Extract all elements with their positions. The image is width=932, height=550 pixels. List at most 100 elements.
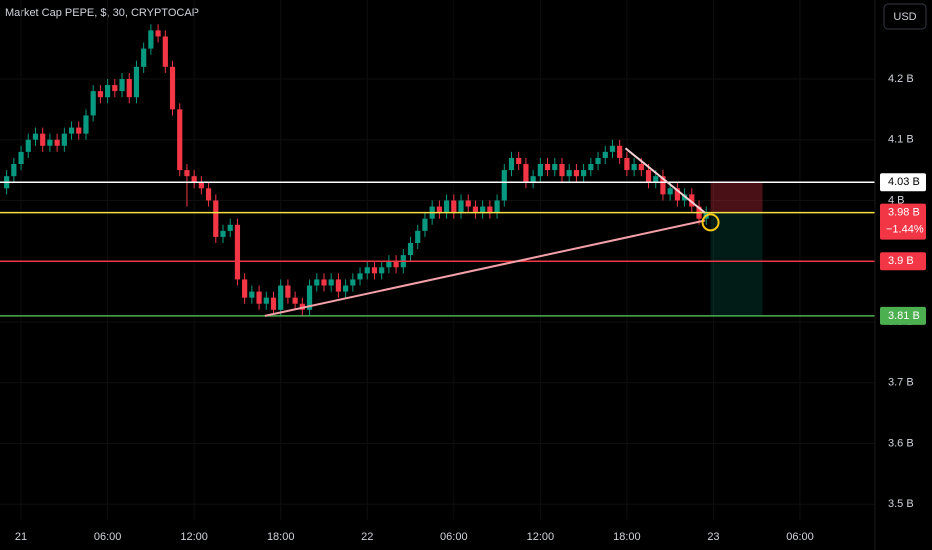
candle-body <box>523 164 529 183</box>
candle-body <box>292 297 298 304</box>
candle-body <box>220 230 226 237</box>
candle-body <box>242 279 248 298</box>
candle-body <box>335 279 342 292</box>
chart-title: Market Cap PEPE, $, 30, CRYPTOCAP <box>5 7 199 19</box>
candle-body <box>393 261 399 268</box>
candle-body <box>205 188 212 201</box>
candle-body <box>40 133 46 146</box>
candle-body <box>609 145 616 152</box>
candle-body <box>494 200 500 213</box>
y-tick-label: 4.2 B <box>888 73 914 85</box>
candle-body <box>581 170 587 177</box>
candle-body <box>54 139 60 146</box>
candle-body <box>306 285 313 310</box>
trendline <box>624 147 706 214</box>
x-tick-label: 18:00 <box>613 531 641 543</box>
level-label: 3.9 B <box>888 255 914 267</box>
candle-body <box>126 78 132 98</box>
candle-body <box>198 182 204 189</box>
y-tick-label: 4.1 B <box>888 134 914 146</box>
candle-body <box>47 139 53 146</box>
candle-body <box>83 115 89 134</box>
candle-body <box>645 170 652 183</box>
level-badge <box>880 173 926 192</box>
x-tick-label: 12:00 <box>527 531 555 543</box>
x-tick-label: 06:00 <box>440 531 468 543</box>
candle-body <box>90 91 96 116</box>
candle-body <box>379 267 385 274</box>
candle-body <box>213 200 219 237</box>
candle-body <box>436 206 442 213</box>
trendline <box>264 219 706 317</box>
candle-body <box>97 91 103 98</box>
candle-body <box>350 279 356 286</box>
candle-body <box>660 176 666 195</box>
candle-body <box>624 157 630 171</box>
candle-body <box>256 291 262 304</box>
candle-body <box>119 78 125 92</box>
candle-body <box>32 133 39 140</box>
x-tick-label: 06:00 <box>94 531 122 543</box>
candle-body <box>278 285 284 310</box>
y-tick-label: 4 B <box>888 194 905 206</box>
candle-body <box>480 206 486 213</box>
candle-body <box>588 164 594 171</box>
y-tick-label: 3.7 B <box>888 377 914 389</box>
candle-body <box>595 157 601 165</box>
candle-body <box>617 145 623 158</box>
x-tick-label: 21 <box>15 531 27 543</box>
level-badge <box>880 203 926 240</box>
level-badge <box>880 252 926 271</box>
candle-body <box>667 188 673 195</box>
candle-body <box>162 36 168 67</box>
candle-body <box>227 224 233 231</box>
candle-body <box>458 200 464 213</box>
candle-body <box>501 170 507 201</box>
candle-body <box>638 164 644 171</box>
level-label: 4.03 B <box>888 176 920 188</box>
level-label: 3.98 B <box>888 207 920 219</box>
candle-body <box>487 206 493 213</box>
candle-body <box>155 30 161 37</box>
candle-body <box>537 164 543 177</box>
candle-body <box>18 151 24 165</box>
target-zone <box>710 212 763 316</box>
candle-body <box>530 176 536 183</box>
candle-body <box>112 85 118 92</box>
stop-zone <box>710 182 763 213</box>
candle-body <box>321 279 327 286</box>
candle-body <box>105 85 111 98</box>
candle-body <box>451 200 457 213</box>
marker-circle <box>701 213 720 232</box>
x-tick-label: 12:00 <box>180 531 208 543</box>
candle-body <box>653 176 659 183</box>
candle-body <box>270 297 277 310</box>
candle-body <box>328 279 334 286</box>
candle-body <box>472 206 479 213</box>
currency-button[interactable] <box>883 3 927 30</box>
x-tick-label: 23 <box>707 531 719 543</box>
candle-body <box>422 218 428 231</box>
y-tick-label: 3.6 B <box>888 437 914 449</box>
candle-body <box>184 170 190 177</box>
candle-body <box>371 267 378 274</box>
candle-body <box>234 224 241 280</box>
level-change-label: −1.44% <box>886 224 924 236</box>
candle-body <box>631 164 637 171</box>
candle-body <box>68 127 75 134</box>
candle-body <box>559 164 565 177</box>
candle-body <box>544 164 551 171</box>
candle-body <box>443 200 450 213</box>
y-tick-label: 3.5 B <box>888 498 914 510</box>
candle-body <box>11 164 17 177</box>
candle-body <box>465 200 471 207</box>
candle-body <box>177 109 183 171</box>
candle-body <box>263 297 269 304</box>
x-tick-label: 22 <box>361 531 373 543</box>
currency-label[interactable]: USD <box>893 11 916 23</box>
candle-body <box>357 273 363 280</box>
candle-body <box>314 279 320 286</box>
candle-body <box>148 30 154 49</box>
candle-body <box>191 176 197 183</box>
